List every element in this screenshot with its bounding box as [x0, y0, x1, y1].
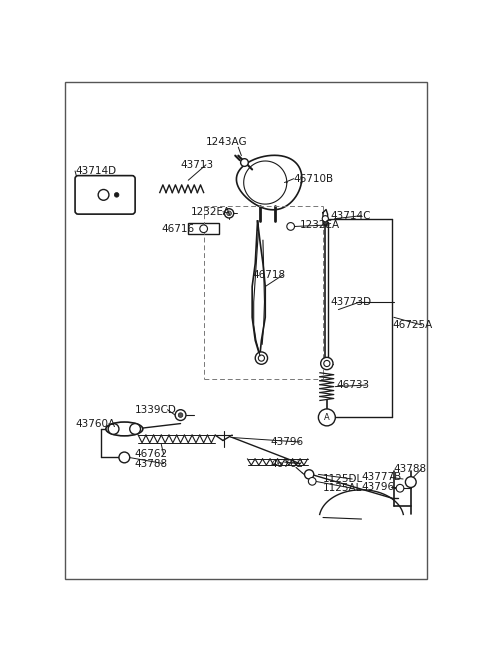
Circle shape: [322, 215, 328, 222]
Circle shape: [98, 189, 109, 200]
Circle shape: [255, 352, 267, 364]
Circle shape: [200, 225, 207, 233]
Text: 43796: 43796: [271, 437, 304, 447]
FancyBboxPatch shape: [75, 176, 135, 214]
Text: 43714D: 43714D: [75, 166, 116, 176]
Text: 46762: 46762: [271, 458, 304, 468]
Circle shape: [396, 485, 404, 492]
Circle shape: [318, 409, 336, 426]
Circle shape: [287, 223, 295, 231]
Text: 43788: 43788: [134, 458, 168, 468]
Text: 46725A: 46725A: [392, 320, 432, 330]
Circle shape: [225, 209, 234, 218]
Polygon shape: [252, 221, 265, 356]
Text: 46762: 46762: [134, 449, 168, 459]
Circle shape: [114, 193, 119, 197]
Text: 1232EA: 1232EA: [191, 207, 231, 217]
Circle shape: [240, 159, 248, 166]
Text: 46733: 46733: [337, 380, 370, 390]
Ellipse shape: [106, 422, 143, 436]
Text: 43777B: 43777B: [361, 472, 402, 483]
Bar: [188, 223, 219, 234]
Text: 43796: 43796: [361, 481, 395, 492]
Circle shape: [304, 470, 314, 479]
Circle shape: [178, 413, 183, 417]
Text: 43714C: 43714C: [331, 211, 371, 221]
Circle shape: [406, 477, 416, 487]
Circle shape: [175, 409, 186, 421]
Text: 1232EA: 1232EA: [300, 220, 340, 230]
Text: 43773D: 43773D: [331, 297, 372, 307]
Text: A: A: [324, 413, 330, 422]
Circle shape: [227, 211, 231, 215]
Text: 43760A: 43760A: [75, 419, 115, 428]
Polygon shape: [323, 210, 328, 227]
Circle shape: [108, 424, 119, 434]
Circle shape: [308, 477, 316, 485]
Text: 1125DL: 1125DL: [323, 474, 363, 484]
Text: 1339CD: 1339CD: [134, 405, 176, 415]
Text: 1125AL: 1125AL: [323, 483, 362, 493]
Text: 46716: 46716: [161, 224, 194, 234]
Circle shape: [119, 452, 130, 463]
Circle shape: [130, 424, 141, 434]
Text: 46710B: 46710B: [294, 174, 334, 183]
Text: 43788: 43788: [394, 464, 427, 474]
Text: 1243AG: 1243AG: [206, 137, 248, 147]
Text: 43713: 43713: [180, 160, 214, 170]
Circle shape: [258, 355, 264, 361]
Circle shape: [321, 358, 333, 369]
Circle shape: [324, 360, 330, 367]
Text: 46718: 46718: [252, 270, 285, 280]
